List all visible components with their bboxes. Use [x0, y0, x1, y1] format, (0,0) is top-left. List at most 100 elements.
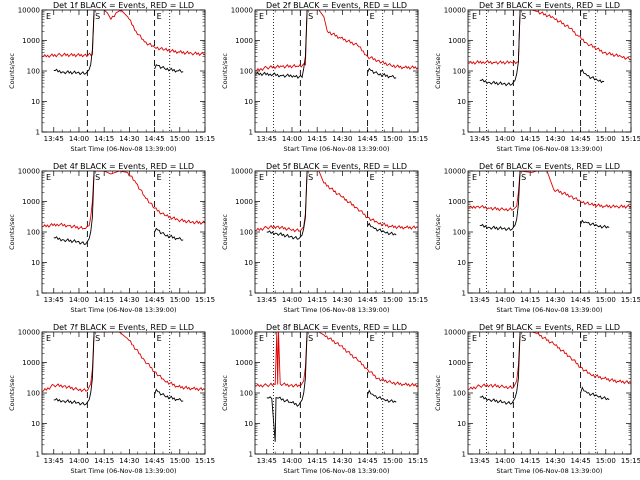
- x-tick-label: 14:15: [94, 135, 114, 143]
- x-tick-label: 14:15: [520, 457, 540, 465]
- x-tick-label: 14:00: [282, 457, 302, 465]
- x-tick-label: 15:15: [195, 296, 215, 304]
- x-tick-label: 14:00: [495, 296, 515, 304]
- y-tick-label: 100: [453, 390, 466, 398]
- y-tick-label: 10: [457, 420, 466, 428]
- y-tick-label: 100: [27, 390, 40, 398]
- x-tick-label: 13:45: [44, 296, 64, 304]
- x-tick-label: 14:30: [545, 135, 565, 143]
- plot-frame: [41, 331, 206, 455]
- x-tick-label: 14:45: [570, 296, 590, 304]
- y-axis-label: Counts/sec: [434, 53, 442, 89]
- y-tick-label: 10000: [231, 329, 253, 337]
- series-group: [468, 332, 631, 405]
- marker-label: S: [521, 334, 526, 343]
- x-tick-label: 14:00: [495, 457, 515, 465]
- y-tick-label: 1: [36, 451, 40, 459]
- x-axis-label: Start Time (06-Nov-08 13:39:00): [497, 306, 603, 314]
- marker-label: S: [95, 173, 100, 182]
- x-axis-label: Start Time (06-Nov-08 13:39:00): [71, 467, 177, 475]
- y-tick-label: 1000: [235, 359, 253, 367]
- x-axis-label: Start Time (06-Nov-08 13:39:00): [284, 467, 390, 475]
- y-tick-label: 100: [27, 68, 40, 76]
- x-tick-label: 15:00: [596, 457, 616, 465]
- x-tick-label: 14:15: [94, 296, 114, 304]
- lld-series-line: [468, 332, 631, 390]
- marker-label: E: [370, 12, 375, 21]
- x-tick-label: 15:00: [383, 135, 403, 143]
- lld-series-line: [42, 10, 205, 59]
- marker-label: E: [583, 334, 588, 343]
- y-axis-label: Counts/sec: [221, 214, 229, 250]
- x-tick-label: 15:15: [408, 296, 428, 304]
- marker-label: S: [308, 173, 313, 182]
- x-tick-label: 14:15: [94, 457, 114, 465]
- plot-frame: [254, 9, 419, 133]
- lld-series-line: [42, 332, 205, 393]
- x-tick-label: 14:15: [307, 457, 327, 465]
- plot-frame: [41, 170, 206, 294]
- y-tick-label: 10: [244, 420, 253, 428]
- events-series-line: [255, 10, 308, 79]
- y-tick-label: 1: [36, 129, 40, 137]
- events-series-line: [479, 10, 521, 87]
- y-tick-label: 1000: [448, 198, 466, 206]
- marker-label: E: [46, 173, 51, 182]
- y-tick-label: 1000: [22, 198, 40, 206]
- y-tick-label: 1: [462, 451, 466, 459]
- series-group: [255, 332, 418, 442]
- detector-panel: Det 3f BLACK = Events, RED = LLD Counts/s…: [434, 1, 640, 153]
- y-axis-label: Counts/sec: [8, 214, 16, 250]
- x-tick-label: 15:00: [170, 296, 190, 304]
- y-tick-label: 1: [36, 290, 40, 298]
- marker-label: S: [308, 334, 313, 343]
- y-tick-label: 10000: [18, 329, 40, 337]
- series-group: [468, 10, 631, 87]
- x-tick-label: 14:45: [144, 135, 164, 143]
- marker-label: S: [521, 173, 526, 182]
- y-axis-label: Counts/sec: [434, 375, 442, 411]
- x-tick-label: 14:15: [520, 296, 540, 304]
- x-axis-label: Start Time (06-Nov-08 13:39:00): [71, 306, 177, 314]
- y-tick-label: 100: [453, 229, 466, 237]
- x-tick-label: 14:45: [357, 457, 377, 465]
- panel-title: Det 3f BLACK = Events, RED = LLD: [479, 1, 620, 10]
- lld-series-line: [468, 171, 631, 212]
- x-tick-label: 14:00: [69, 457, 89, 465]
- marker-label: E: [370, 173, 375, 182]
- series-group: [255, 10, 418, 79]
- x-tick-label: 15:00: [596, 135, 616, 143]
- y-tick-label: 1000: [235, 37, 253, 45]
- panel-title: Det 2f BLACK = Events, RED = LLD: [266, 1, 407, 10]
- panel-title: Det 1f BLACK = Events, RED = LLD: [53, 1, 194, 10]
- x-tick-label: 14:00: [282, 296, 302, 304]
- x-tick-label: 15:00: [170, 135, 190, 143]
- marker-label: E: [583, 12, 588, 21]
- y-tick-label: 100: [240, 390, 253, 398]
- panel-title: Det 8f BLACK = Events, RED = LLD: [266, 323, 407, 332]
- panel-title: Det 6f BLACK = Events, RED = LLD: [479, 162, 620, 171]
- x-tick-label: 13:45: [257, 135, 277, 143]
- events-series-line: [53, 10, 95, 76]
- x-tick-label: 15:00: [170, 457, 190, 465]
- detector-panel: Det 6f BLACK = Events, RED = LLD Counts/s…: [434, 162, 640, 314]
- x-tick-label: 15:00: [383, 296, 403, 304]
- marker-label: S: [521, 12, 526, 21]
- x-axis-label: Start Time (06-Nov-08 13:39:00): [71, 145, 177, 153]
- detector-panel: Det 8f BLACK = Events, RED = LLD Counts/s…: [221, 323, 428, 475]
- y-tick-label: 10000: [444, 329, 466, 337]
- events-series-line: [580, 68, 605, 84]
- y-tick-label: 1: [462, 129, 466, 137]
- events-series-line: [367, 389, 397, 403]
- x-tick-label: 14:00: [69, 135, 89, 143]
- lld-series-line: [255, 332, 418, 388]
- x-tick-label: 13:45: [44, 135, 64, 143]
- x-tick-label: 14:45: [357, 135, 377, 143]
- x-tick-label: 13:45: [257, 296, 277, 304]
- series-group: [42, 332, 205, 406]
- y-axis-label: Counts/sec: [221, 375, 229, 411]
- x-tick-label: 14:30: [545, 296, 565, 304]
- y-tick-label: 1: [249, 290, 253, 298]
- x-tick-label: 14:30: [119, 135, 139, 143]
